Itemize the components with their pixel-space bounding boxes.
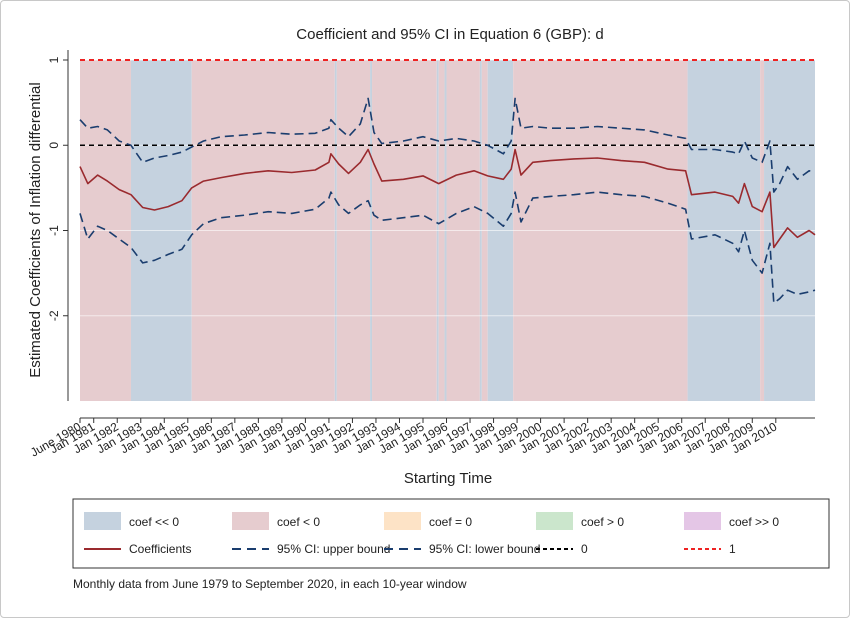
coefficients-line xyxy=(79,148,816,249)
legend-label: coef << 0 xyxy=(129,515,179,529)
legend-label: 0 xyxy=(581,542,588,556)
x-axis-title: Starting Time xyxy=(404,470,492,487)
legend-label: 95% CI: upper bound xyxy=(277,542,390,556)
legend-swatch xyxy=(232,512,269,530)
y-axis-title: Estimated Coefficients of Inflation diff… xyxy=(27,82,44,377)
legend-swatch xyxy=(384,512,421,530)
y-tick-label: -2 xyxy=(47,310,61,321)
legend: coef << 0 coef < 0 coef = 0 coef > 0 coef >>… xyxy=(84,512,779,556)
legend-swatch xyxy=(536,512,573,530)
y-tick-label: 1 xyxy=(47,56,61,63)
legend-label: 95% CI: lower bound xyxy=(429,542,540,556)
chart-title: Coefficient and 95% CI in Equation 6 (GB… xyxy=(296,26,603,43)
legend-label: coef > 0 xyxy=(581,515,624,529)
ci-upper-line xyxy=(79,97,816,193)
legend-label: coef = 0 xyxy=(429,515,472,529)
legend-swatch xyxy=(84,512,121,530)
legend-label: coef >> 0 xyxy=(729,515,779,529)
legend-label: 1 xyxy=(729,542,736,556)
y-tick-label: -1 xyxy=(47,225,61,236)
legend-swatch xyxy=(684,512,721,530)
legend-label: coef < 0 xyxy=(277,515,320,529)
legend-label: Coefficients xyxy=(129,542,191,556)
footnote: Monthly data from June 1979 to September… xyxy=(73,577,467,591)
ci-lower-line xyxy=(79,191,816,304)
legend-box xyxy=(72,498,830,569)
y-tick-label: 0 xyxy=(47,142,61,149)
